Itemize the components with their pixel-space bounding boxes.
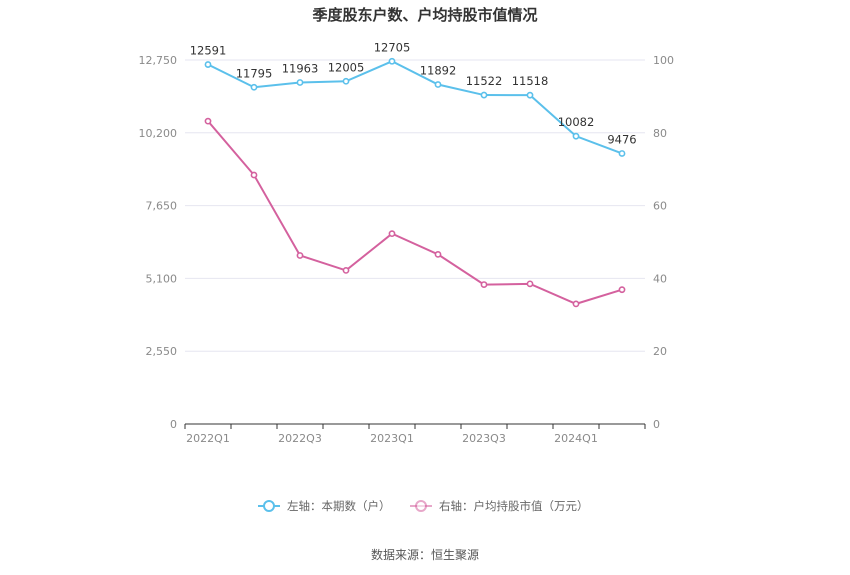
right-tick-label: 80 (653, 127, 667, 140)
data-point (434, 250, 442, 258)
data-label: 12591 (190, 44, 227, 58)
data-point (204, 61, 212, 68)
x-tick-label: 2023Q3 (462, 432, 506, 445)
x-tick-label: 2022Q1 (186, 432, 230, 445)
left-tick-label: 2,550 (146, 345, 178, 358)
source-note: 数据来源：恒生聚源 (370, 548, 479, 562)
data-point (618, 286, 626, 294)
series-line-left (207, 60, 623, 155)
data-point (296, 79, 304, 86)
data-label: 12005 (328, 60, 365, 74)
data-point (572, 300, 580, 308)
data-label: 11892 (420, 63, 457, 77)
data-point (618, 150, 626, 157)
data-label: 10082 (558, 115, 595, 129)
data-label: 11795 (236, 66, 273, 80)
data-point (250, 83, 258, 91)
x-tick-label: 2022Q3 (278, 432, 322, 445)
legend-marker (415, 500, 427, 512)
right-tick-label: 60 (653, 200, 667, 213)
legend-label: 右轴：户均持股市值（万元） (439, 499, 589, 513)
data-label: 11522 (466, 74, 503, 88)
data-point (250, 171, 258, 179)
left-tick-label: 12,750 (139, 54, 178, 67)
left-tick-label: 10,200 (139, 127, 178, 140)
right-tick-label: 40 (653, 272, 667, 285)
data-point (526, 280, 534, 288)
data-point (204, 117, 212, 125)
data-point (480, 281, 488, 288)
x-tick-label: 2023Q1 (370, 432, 414, 445)
data-point (526, 91, 534, 99)
chart-title: 季度股东户数、户均持股市值情况 (312, 6, 538, 24)
legend: 左轴：本期数（户） 右轴：户均持股市值（万元） (258, 499, 589, 513)
legend-label: 左轴：本期数（户） (287, 499, 391, 513)
grid-lines (185, 59, 645, 352)
data-point (480, 91, 488, 99)
data-point (342, 266, 350, 274)
data-point (388, 230, 396, 238)
legend-item[interactable]: 左轴：本期数（户） (258, 499, 391, 513)
right-axis-ticks: 0 20 40 60 80 100 (653, 54, 674, 431)
left-tick-label: 7,650 (146, 200, 178, 213)
data-label: 11518 (512, 74, 549, 88)
legend-marker (263, 500, 275, 512)
right-tick-label: 100 (653, 54, 674, 67)
left-axis-ticks: 0 2,550 5,100 7,650 10,200 12,750 (139, 54, 178, 431)
left-tick-label: 0 (170, 418, 177, 431)
left-tick-label: 5,100 (146, 272, 178, 285)
x-axis: 2022Q1 2022Q3 2023Q1 2023Q3 2024Q1 (184, 423, 646, 445)
right-tick-label: 0 (653, 418, 660, 431)
data-label: 12705 (374, 40, 411, 54)
data-point (572, 132, 580, 140)
x-tick-label: 2024Q1 (554, 432, 598, 445)
data-point (296, 252, 304, 259)
data-point (434, 81, 442, 88)
data-point (388, 57, 396, 65)
data-label: 9476 (607, 132, 636, 146)
series-layer: 12591 11795 11963 12005 12705 11892 11522 11518… (190, 40, 637, 308)
data-label: 11963 (282, 61, 319, 75)
legend-item[interactable]: 右轴：户均持股市值（万元） (410, 499, 589, 513)
data-point (342, 77, 350, 85)
series-line-right (207, 120, 623, 305)
right-tick-label: 20 (653, 345, 667, 358)
